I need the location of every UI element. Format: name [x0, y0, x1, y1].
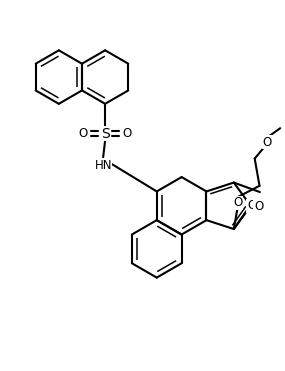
Text: S: S — [101, 127, 109, 141]
Text: O: O — [122, 127, 132, 140]
Text: O: O — [247, 199, 256, 212]
Text: O: O — [234, 196, 243, 209]
Text: O: O — [79, 127, 88, 140]
Text: O: O — [254, 200, 263, 213]
Text: O: O — [263, 136, 272, 149]
Text: HN: HN — [94, 159, 112, 172]
